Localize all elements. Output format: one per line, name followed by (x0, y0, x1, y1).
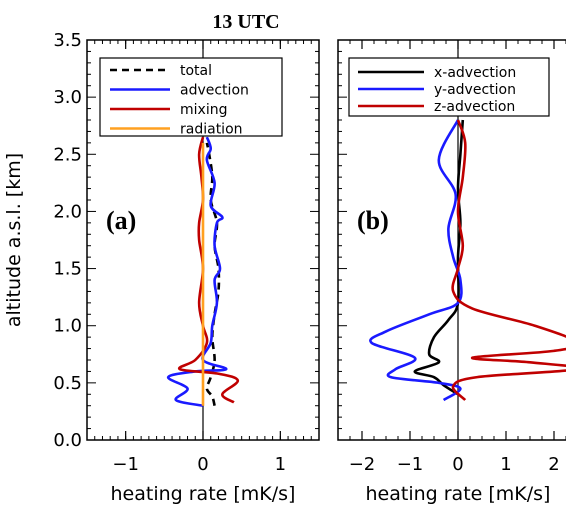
panel-a-ytick-label: 1.0 (53, 316, 82, 337)
panel-b: −2 −1 0 1 2 x-advectiony-advectionz-advectio… (337, 39, 566, 505)
panel-b-xtick-label: 2 (548, 454, 559, 475)
panel-a-legend-box (99, 57, 283, 137)
panel-a-ytick-label: 0.0 (53, 430, 82, 451)
panel-b-xtick-label: −1 (397, 454, 424, 475)
panel-b-xtick-label: −2 (349, 454, 376, 475)
panel-b-xlabel: heating rate [mK/s] (366, 483, 551, 505)
panel-a-lines (166, 136, 240, 407)
legend-label-advection: advection (180, 83, 249, 99)
panel-a-ytick-label: 0.5 (53, 373, 82, 394)
panel-a-xtick-label: −1 (112, 454, 139, 475)
panel-a-xtick-label: 0 (197, 454, 208, 475)
panel-b-xtick-label: 1 (500, 454, 511, 475)
panel-a-ytick-label: 3.5 (53, 30, 82, 51)
panel-b-ticks: −2 −1 0 1 2 (337, 39, 566, 475)
panel-a-xlabel: heating rate [mK/s] (111, 483, 296, 505)
legend-label-x-advection: x-advection (434, 65, 516, 81)
panel-a-legend: total advection mixing radiation (99, 57, 283, 138)
legend-label-total: total (180, 63, 212, 79)
panel-b-xtick-label: 0 (452, 454, 463, 475)
panel-a-xtick-label: 1 (275, 454, 286, 475)
figure-title: 13 UTC (212, 11, 279, 33)
legend-label-z-advection: z-advection (434, 99, 515, 115)
legend-label-mixing: mixing (180, 102, 227, 118)
panel-a: −1 0 1 0.0 0.5 1.0 1.5 2.0 2.5 3.0 3.5 total advect… (3, 30, 320, 505)
panel-a-ticks: −1 0 1 0.0 0.5 1.0 1.5 2.0 2.5 3.0 3.5 (53, 30, 320, 475)
panel-a-label: (a) (106, 206, 136, 235)
panel-a-ytick-label: 2.5 (53, 144, 82, 165)
panel-b-lines (369, 119, 566, 402)
series-line-y-advection (369, 119, 463, 402)
legend-label-y-advection: y-advection (434, 82, 516, 98)
panel-b-label: (b) (357, 206, 389, 235)
legend-label-radiation: radiation (180, 122, 243, 138)
panel-a-ytick-label: 3.0 (53, 87, 82, 108)
panel-a-ylabel: altitude a.s.l. [km] (3, 153, 25, 327)
series-line-advection (166, 136, 228, 407)
panel-a-ytick-label: 2.0 (53, 201, 82, 222)
series-line-z-advection (451, 119, 566, 401)
series-line-x-advection (413, 119, 465, 396)
panel-a-ytick-label: 1.5 (53, 259, 82, 280)
